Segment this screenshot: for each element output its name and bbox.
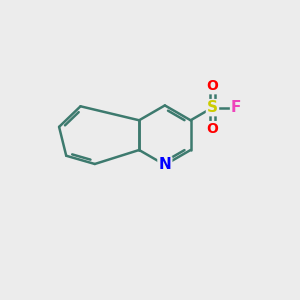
Text: O: O: [206, 79, 218, 93]
Text: S: S: [207, 100, 218, 115]
Text: O: O: [206, 122, 218, 136]
Text: F: F: [231, 100, 242, 115]
Text: N: N: [158, 158, 171, 172]
